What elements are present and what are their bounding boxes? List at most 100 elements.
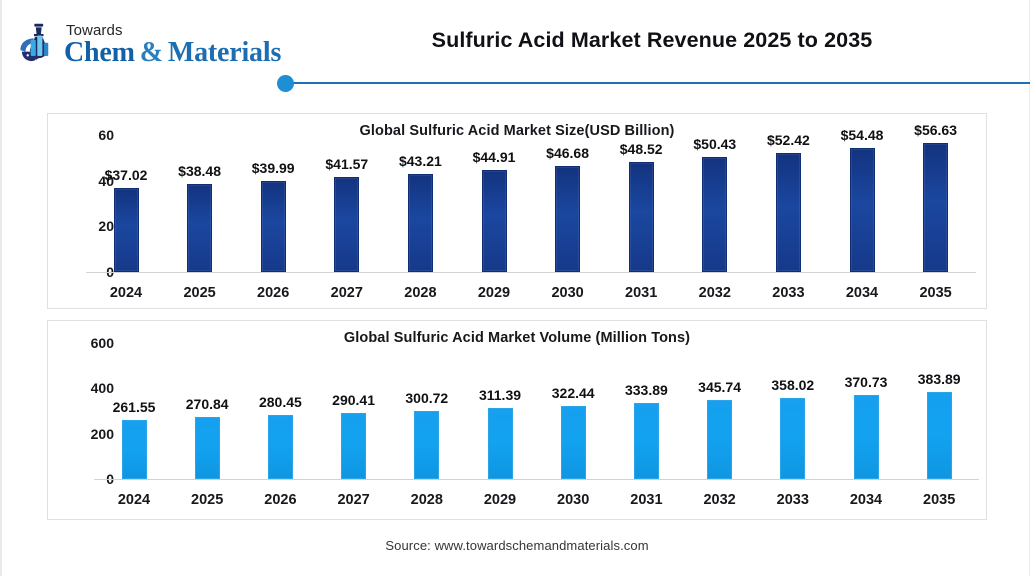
x-axis-tick: 2030 (557, 492, 590, 508)
bar-value-label: 261.55 (112, 398, 156, 415)
bar-value-label: 280.45 (258, 394, 302, 411)
x-axis-tick: 2029 (477, 285, 511, 301)
x-axis-tick: 2030 (551, 285, 584, 301)
bar-value-label: 290.41 (332, 391, 376, 408)
bar-value-label: $56.63 (914, 122, 958, 139)
market-size-plot: 0204060$37.022024$38.482025$39.992026$41… (48, 114, 986, 308)
x-axis-baseline (93, 479, 980, 480)
brand-word-materials: Materials (167, 37, 282, 68)
bar-value-label: 333.89 (624, 382, 668, 399)
bar-value-label: $39.99 (251, 159, 295, 176)
x-axis-tick: 2027 (330, 285, 363, 301)
x-axis-tick: 2031 (625, 285, 658, 301)
x-axis-tick: 2031 (630, 492, 663, 508)
bar-2024[interactable] (121, 419, 147, 479)
bar-2029[interactable] (487, 408, 513, 479)
x-axis-tick: 2025 (191, 492, 224, 508)
bar-2034[interactable] (853, 394, 879, 479)
bar-value-label: 370.73 (844, 373, 888, 390)
bar-value-label: $44.91 (472, 148, 516, 165)
bar-2027[interactable] (341, 412, 367, 479)
bar-value-label: 300.72 (405, 389, 449, 406)
bar-2026[interactable] (260, 180, 286, 272)
bar-value-label: $38.48 (178, 163, 222, 180)
source-note: Source: www.towardschemandmaterials.com (385, 538, 649, 553)
brand-word-chem: Chem (64, 37, 135, 68)
bar-value-label: $37.02 (104, 166, 148, 183)
y-axis-tick: 60 (98, 127, 114, 144)
x-axis-tick: 2034 (845, 285, 879, 301)
x-axis-tick: 2034 (849, 492, 883, 508)
bar-value-label: $52.42 (766, 131, 810, 148)
bar-2034[interactable] (849, 147, 875, 272)
x-axis-tick: 2024 (117, 492, 151, 508)
x-axis-tick: 2029 (483, 492, 517, 508)
bar-2033[interactable] (775, 152, 801, 272)
bar-value-label: 345.74 (698, 379, 742, 396)
y-axis-tick: 400 (90, 380, 114, 397)
bar-2033[interactable] (780, 397, 806, 479)
x-axis-tick: 2026 (264, 492, 297, 508)
bar-2030[interactable] (560, 405, 586, 479)
x-axis-tick: 2025 (183, 285, 216, 301)
bar-2035[interactable] (923, 143, 949, 272)
brand-logo[interactable]: Towards Chem & Materials (16, 22, 281, 68)
brand-main-word: Chem & Materials (64, 39, 281, 67)
bar-2028[interactable] (414, 410, 440, 479)
bar-value-label: $54.48 (840, 126, 884, 143)
bar-2024[interactable] (113, 187, 139, 272)
bar-2035[interactable] (926, 391, 952, 479)
accent-dot (277, 75, 294, 92)
chart-title-market-volume: Global Sulfuric Acid Market Volume (Mill… (343, 330, 691, 346)
bar-value-label: $43.21 (398, 152, 442, 169)
bar-value-label: $46.68 (546, 144, 590, 161)
x-axis-tick: 2024 (109, 285, 143, 301)
bar-2029[interactable] (481, 169, 507, 272)
bar-2030[interactable] (555, 165, 581, 272)
x-axis-tick: 2026 (257, 285, 290, 301)
bar-value-label: 358.02 (771, 376, 815, 393)
bar-2031[interactable] (628, 161, 654, 272)
x-axis-tick: 2033 (772, 285, 805, 301)
bar-value-label: 383.89 (917, 370, 961, 387)
y-axis-tick: 40 (98, 172, 114, 189)
brand-top-word: Towards (66, 22, 123, 39)
x-axis-tick: 2035 (919, 285, 952, 301)
header: Towards Chem & Materials Sulfuric Acid Mar… (2, 0, 1030, 96)
bar-2025[interactable] (187, 184, 213, 272)
brand-wordmark: Towards Chem & Materials (64, 23, 281, 67)
page-title: Sulfuric Acid Market Revenue 2025 to 203… (431, 28, 873, 52)
x-axis-baseline (85, 272, 977, 273)
bar-2027[interactable] (334, 177, 360, 272)
market-size-chart-panel: Global Sulfuric Acid Market Size(USD Bil… (47, 113, 987, 309)
market-volume-chart-panel: Global Sulfuric Acid Market Volume (Mill… (47, 320, 987, 520)
y-axis-tick: 20 (98, 218, 114, 235)
chart-title-market-size: Global Sulfuric Acid Market Size(USD Bil… (359, 123, 675, 139)
bar-2031[interactable] (633, 403, 659, 479)
x-axis-tick: 2028 (410, 492, 443, 508)
y-axis-tick: 200 (90, 425, 114, 442)
bar-value-label: $41.57 (325, 156, 369, 173)
bar-2032[interactable] (702, 157, 728, 272)
x-axis-tick: 2032 (698, 285, 731, 301)
bar-value-label: 270.84 (185, 396, 229, 413)
market-volume-plot: 0200400600261.552024270.842025280.452026… (48, 321, 986, 519)
bar-2032[interactable] (707, 400, 733, 479)
flask-beaker-icon (20, 23, 49, 62)
bar-2026[interactable] (267, 415, 293, 479)
bar-2025[interactable] (194, 417, 220, 479)
x-axis-tick: 2033 (776, 492, 809, 508)
bar-value-label: $50.43 (693, 136, 737, 153)
x-axis-tick: 2028 (404, 285, 437, 301)
brand-word-amp: & (139, 37, 163, 68)
bar-value-label: $48.52 (619, 140, 663, 157)
bar-2028[interactable] (407, 173, 433, 272)
y-axis-tick: 600 (90, 334, 114, 351)
bar-value-label: 322.44 (551, 384, 595, 401)
x-axis-tick: 2032 (703, 492, 736, 508)
x-axis-tick: 2027 (337, 492, 370, 508)
accent-rule (286, 82, 1030, 84)
bar-value-label: 311.39 (478, 387, 522, 404)
x-axis-tick: 2035 (923, 492, 956, 508)
